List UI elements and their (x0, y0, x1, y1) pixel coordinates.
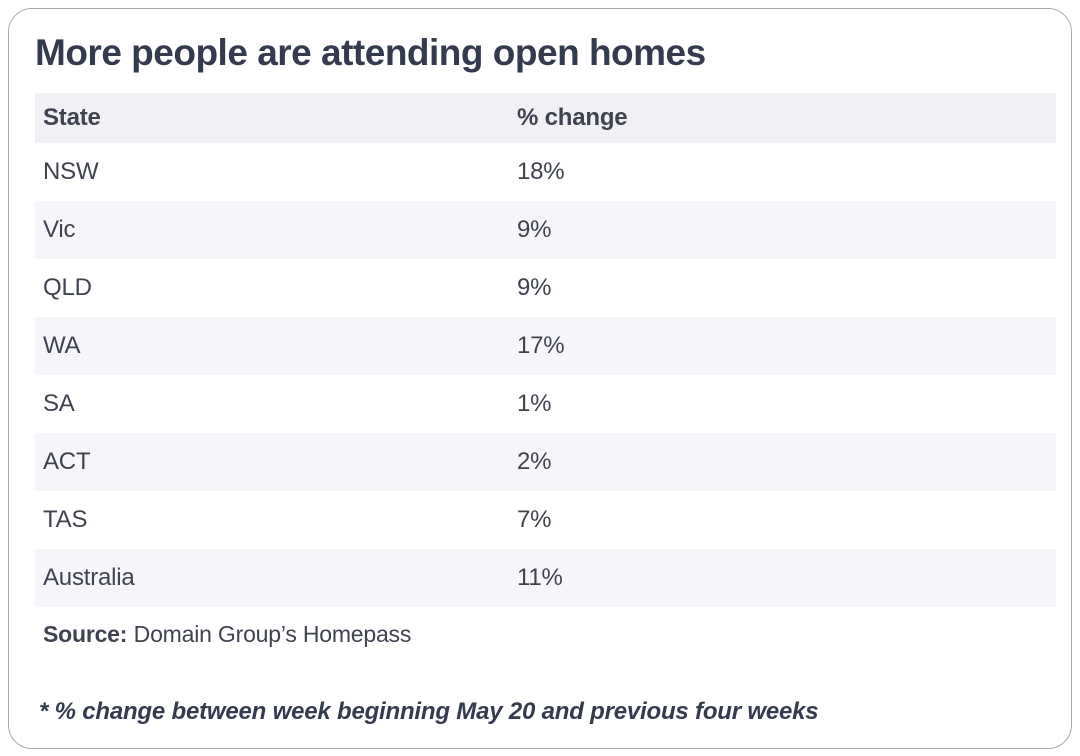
table-row-nsw: NSW 18% (35, 143, 1056, 201)
table-row-sa: SA 1% (35, 375, 1056, 433)
source-line: Source: Domain Group’s Homepass (35, 621, 1055, 648)
change-cell: 17% (517, 332, 565, 359)
change-cell: 1% (517, 390, 552, 417)
change-cell: 9% (517, 216, 552, 243)
table-row-vic: Vic 9% (35, 201, 1056, 259)
infographic-card: More people are attending open homes Sta… (8, 8, 1072, 749)
table-row-qld: QLD 9% (35, 259, 1056, 317)
table-row-australia: Australia 11% (35, 549, 1056, 607)
change-cell: 7% (517, 506, 552, 533)
state-cell: Vic (43, 216, 76, 243)
page-title: More people are attending open homes (35, 32, 706, 73)
state-cell: SA (43, 390, 75, 417)
column-header-change: % change (517, 104, 628, 131)
source-label: Source: (43, 621, 128, 647)
change-cell: 2% (517, 448, 552, 475)
table-header-row: State % change (35, 93, 1056, 143)
table-row-wa: WA 17% (35, 317, 1056, 375)
change-cell: 11% (517, 564, 563, 591)
change-cell: 18% (517, 158, 565, 185)
table-row-tas: TAS 7% (35, 491, 1056, 549)
table-row-act: ACT 2% (35, 433, 1056, 491)
change-cell: 9% (517, 274, 552, 301)
footnote: * % change between week beginning May 20… (39, 698, 819, 725)
source-text: Domain Group’s Homepass (133, 621, 412, 647)
data-table: State % change NSW 18% Vic 9% QLD 9% WA … (35, 93, 1056, 607)
state-cell: ACT (43, 448, 91, 475)
state-cell: QLD (43, 274, 92, 301)
state-cell: NSW (43, 158, 99, 185)
state-cell: Australia (43, 564, 135, 591)
state-cell: WA (43, 332, 81, 359)
column-header-state: State (43, 104, 101, 131)
state-cell: TAS (43, 506, 88, 533)
